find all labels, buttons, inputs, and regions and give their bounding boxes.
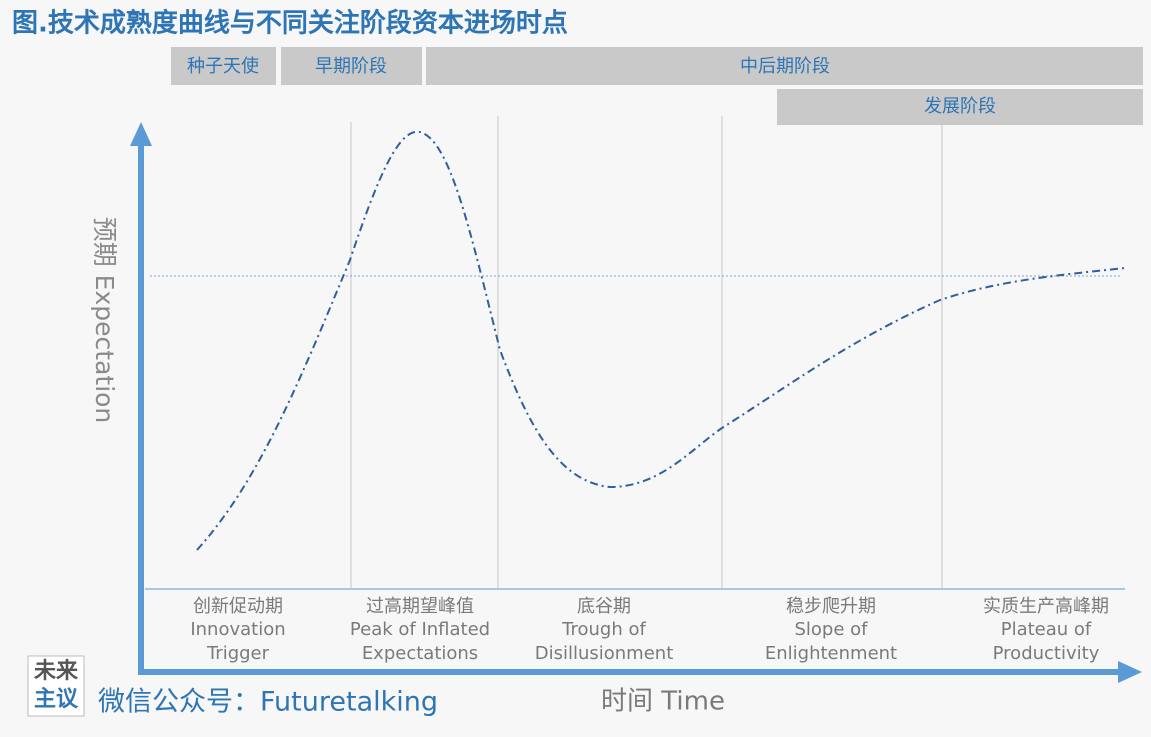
x-arrow: [1118, 661, 1142, 683]
hype-curve: [196, 130, 1126, 551]
phase-label: 创新促动期: [193, 596, 283, 617]
stage-label: 早期阶段: [315, 56, 387, 77]
y-arrow: [130, 122, 152, 146]
stage-bar: [171, 47, 276, 85]
phase-label: Trigger: [206, 643, 270, 664]
phase-label: Expectations: [362, 643, 478, 664]
phase-label: Plateau of: [1001, 619, 1092, 640]
title: 图.技术成熟度曲线与不同关注阶段资本进场时点: [12, 8, 568, 39]
phase-label: Disillusionment: [535, 643, 674, 664]
footer: 微信公众号：Futuretalking: [98, 687, 438, 718]
phase-label: Innovation: [190, 619, 285, 640]
stage-label: 中后期阶段: [740, 56, 830, 77]
phase-label: 实质生产高峰期: [983, 596, 1109, 617]
y-axis-label: 预期 Expectation: [90, 217, 119, 424]
stage-label: 种子天使: [187, 56, 259, 77]
phase-label: Slope of: [794, 619, 868, 640]
stage-label: 发展阶段: [924, 96, 996, 117]
logo-box: [27, 655, 85, 717]
logo-text: 主议: [34, 687, 79, 712]
logo-text: 未来: [34, 659, 79, 684]
phase-label: 过高期望峰值: [366, 596, 474, 617]
phase-label: 底谷期: [577, 596, 631, 617]
phase-label: 稳步爬升期: [786, 596, 876, 617]
phase-dividers: [350, 116, 943, 588]
stage-bar: [426, 47, 1143, 85]
stage-bar: [777, 89, 1143, 125]
stage-bar: [281, 47, 422, 85]
phase-label: Productivity: [993, 643, 1100, 664]
phase-label: Enlightenment: [765, 643, 897, 664]
x-axis-label: 时间 Time: [601, 687, 725, 717]
phase-label: Peak of Inflated: [350, 619, 490, 640]
phase-label: Trough of: [561, 619, 646, 640]
